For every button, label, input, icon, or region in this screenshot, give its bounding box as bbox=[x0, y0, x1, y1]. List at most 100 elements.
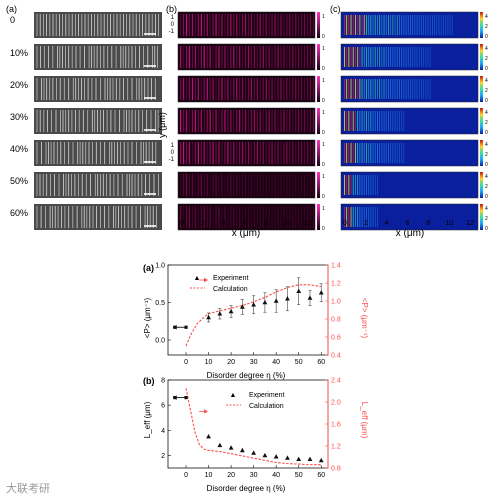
colorbar-tick: 1 bbox=[322, 174, 325, 180]
field-band bbox=[385, 79, 387, 99]
colorbar-tick: 2 bbox=[485, 24, 488, 30]
intensity-band bbox=[236, 206, 238, 228]
experiment-point bbox=[307, 456, 313, 461]
intensity-band bbox=[262, 174, 264, 196]
field-band bbox=[363, 143, 365, 163]
field-band bbox=[383, 143, 385, 163]
colorbar bbox=[317, 172, 320, 198]
intensity-band bbox=[289, 206, 291, 228]
field-band bbox=[359, 79, 361, 99]
intensity-band bbox=[180, 174, 182, 196]
intensity-band bbox=[191, 206, 194, 228]
field-band bbox=[370, 111, 372, 131]
intensity-band bbox=[250, 142, 253, 164]
colorbar-tick: 0 bbox=[322, 194, 325, 200]
field-band bbox=[418, 15, 420, 35]
calculation-line bbox=[185, 284, 322, 347]
intensity-band bbox=[230, 14, 232, 36]
field-band bbox=[445, 15, 447, 35]
field-band bbox=[352, 143, 354, 163]
intensity-band bbox=[182, 174, 185, 196]
field-band bbox=[363, 47, 365, 67]
intensity-band bbox=[224, 78, 226, 100]
field-band bbox=[399, 47, 400, 67]
field-band bbox=[396, 47, 398, 67]
intensity-band bbox=[206, 206, 208, 228]
left-axis-arrow bbox=[172, 325, 177, 330]
intensity-band bbox=[194, 142, 197, 164]
intensity-band bbox=[221, 14, 223, 36]
field-band bbox=[427, 47, 429, 67]
field-band bbox=[388, 47, 389, 67]
colorbar-tick: 4 bbox=[485, 142, 488, 148]
intensity-band bbox=[274, 174, 276, 196]
intensity-band bbox=[271, 14, 273, 36]
field-band bbox=[359, 175, 361, 195]
b-x-tick: 10 bbox=[282, 220, 290, 227]
field-band bbox=[372, 143, 374, 163]
field-band bbox=[366, 111, 367, 131]
intensity-band bbox=[247, 142, 250, 164]
field-band bbox=[405, 15, 407, 35]
intensity-band bbox=[209, 110, 211, 132]
intensity-band bbox=[221, 174, 223, 196]
b-y-tick: -1 bbox=[169, 157, 175, 163]
intensity-band bbox=[274, 46, 276, 68]
intensity-band bbox=[227, 174, 229, 196]
field-band bbox=[344, 175, 345, 195]
intensity-band bbox=[286, 206, 288, 228]
experiment-point bbox=[251, 302, 257, 307]
intensity-band bbox=[312, 142, 315, 164]
colorbar-tick: 0 bbox=[485, 130, 488, 136]
field-band bbox=[377, 15, 378, 35]
intensity-band bbox=[188, 46, 191, 68]
field-band bbox=[429, 79, 431, 99]
plot-frame bbox=[167, 379, 329, 469]
intensity-band bbox=[259, 142, 261, 164]
y-tick-label-left: 6 bbox=[161, 403, 165, 410]
intensity-band bbox=[212, 206, 214, 228]
intensity-band bbox=[280, 174, 282, 196]
field-band bbox=[344, 143, 345, 163]
intensity-band bbox=[247, 110, 250, 132]
field-band bbox=[363, 207, 365, 227]
intensity-band bbox=[298, 174, 300, 196]
field-band bbox=[412, 47, 414, 67]
sem-images bbox=[34, 12, 162, 230]
intensity-band bbox=[191, 46, 194, 68]
legend-label-calculation: Calculation bbox=[213, 286, 248, 293]
field-band bbox=[383, 79, 385, 99]
colorbar-tick: 0 bbox=[485, 226, 488, 232]
intensity-band bbox=[259, 174, 261, 196]
intensity-band bbox=[253, 110, 256, 132]
intensity-band bbox=[191, 142, 194, 164]
intensity-band bbox=[221, 46, 223, 68]
intensity-band bbox=[215, 206, 217, 228]
b-x-tick: 4 bbox=[222, 220, 226, 227]
x-tick-label: 0 bbox=[184, 359, 188, 366]
x-tick-label: 40 bbox=[272, 472, 280, 479]
field-band bbox=[372, 111, 374, 131]
intensity-band bbox=[197, 110, 199, 132]
y-tick-label-right: 1.6 bbox=[331, 422, 341, 429]
intensity-band bbox=[268, 78, 270, 100]
intensity-band bbox=[180, 206, 182, 228]
sem-image bbox=[34, 76, 162, 102]
intensity-band bbox=[283, 142, 285, 164]
field-band bbox=[443, 15, 444, 35]
intensity-band bbox=[256, 78, 258, 100]
field-band bbox=[447, 15, 449, 35]
intensity-band bbox=[209, 14, 211, 36]
colorbar bbox=[480, 76, 483, 102]
intensity-band bbox=[244, 14, 247, 36]
field-band bbox=[385, 111, 387, 131]
intensity-band bbox=[271, 206, 273, 228]
experiment-point bbox=[273, 298, 279, 303]
field-band bbox=[414, 47, 416, 67]
intensity-band bbox=[200, 14, 202, 36]
intensity-band bbox=[312, 174, 315, 196]
field-band bbox=[363, 175, 365, 195]
intensity-band bbox=[306, 110, 309, 132]
field-band bbox=[381, 79, 383, 99]
